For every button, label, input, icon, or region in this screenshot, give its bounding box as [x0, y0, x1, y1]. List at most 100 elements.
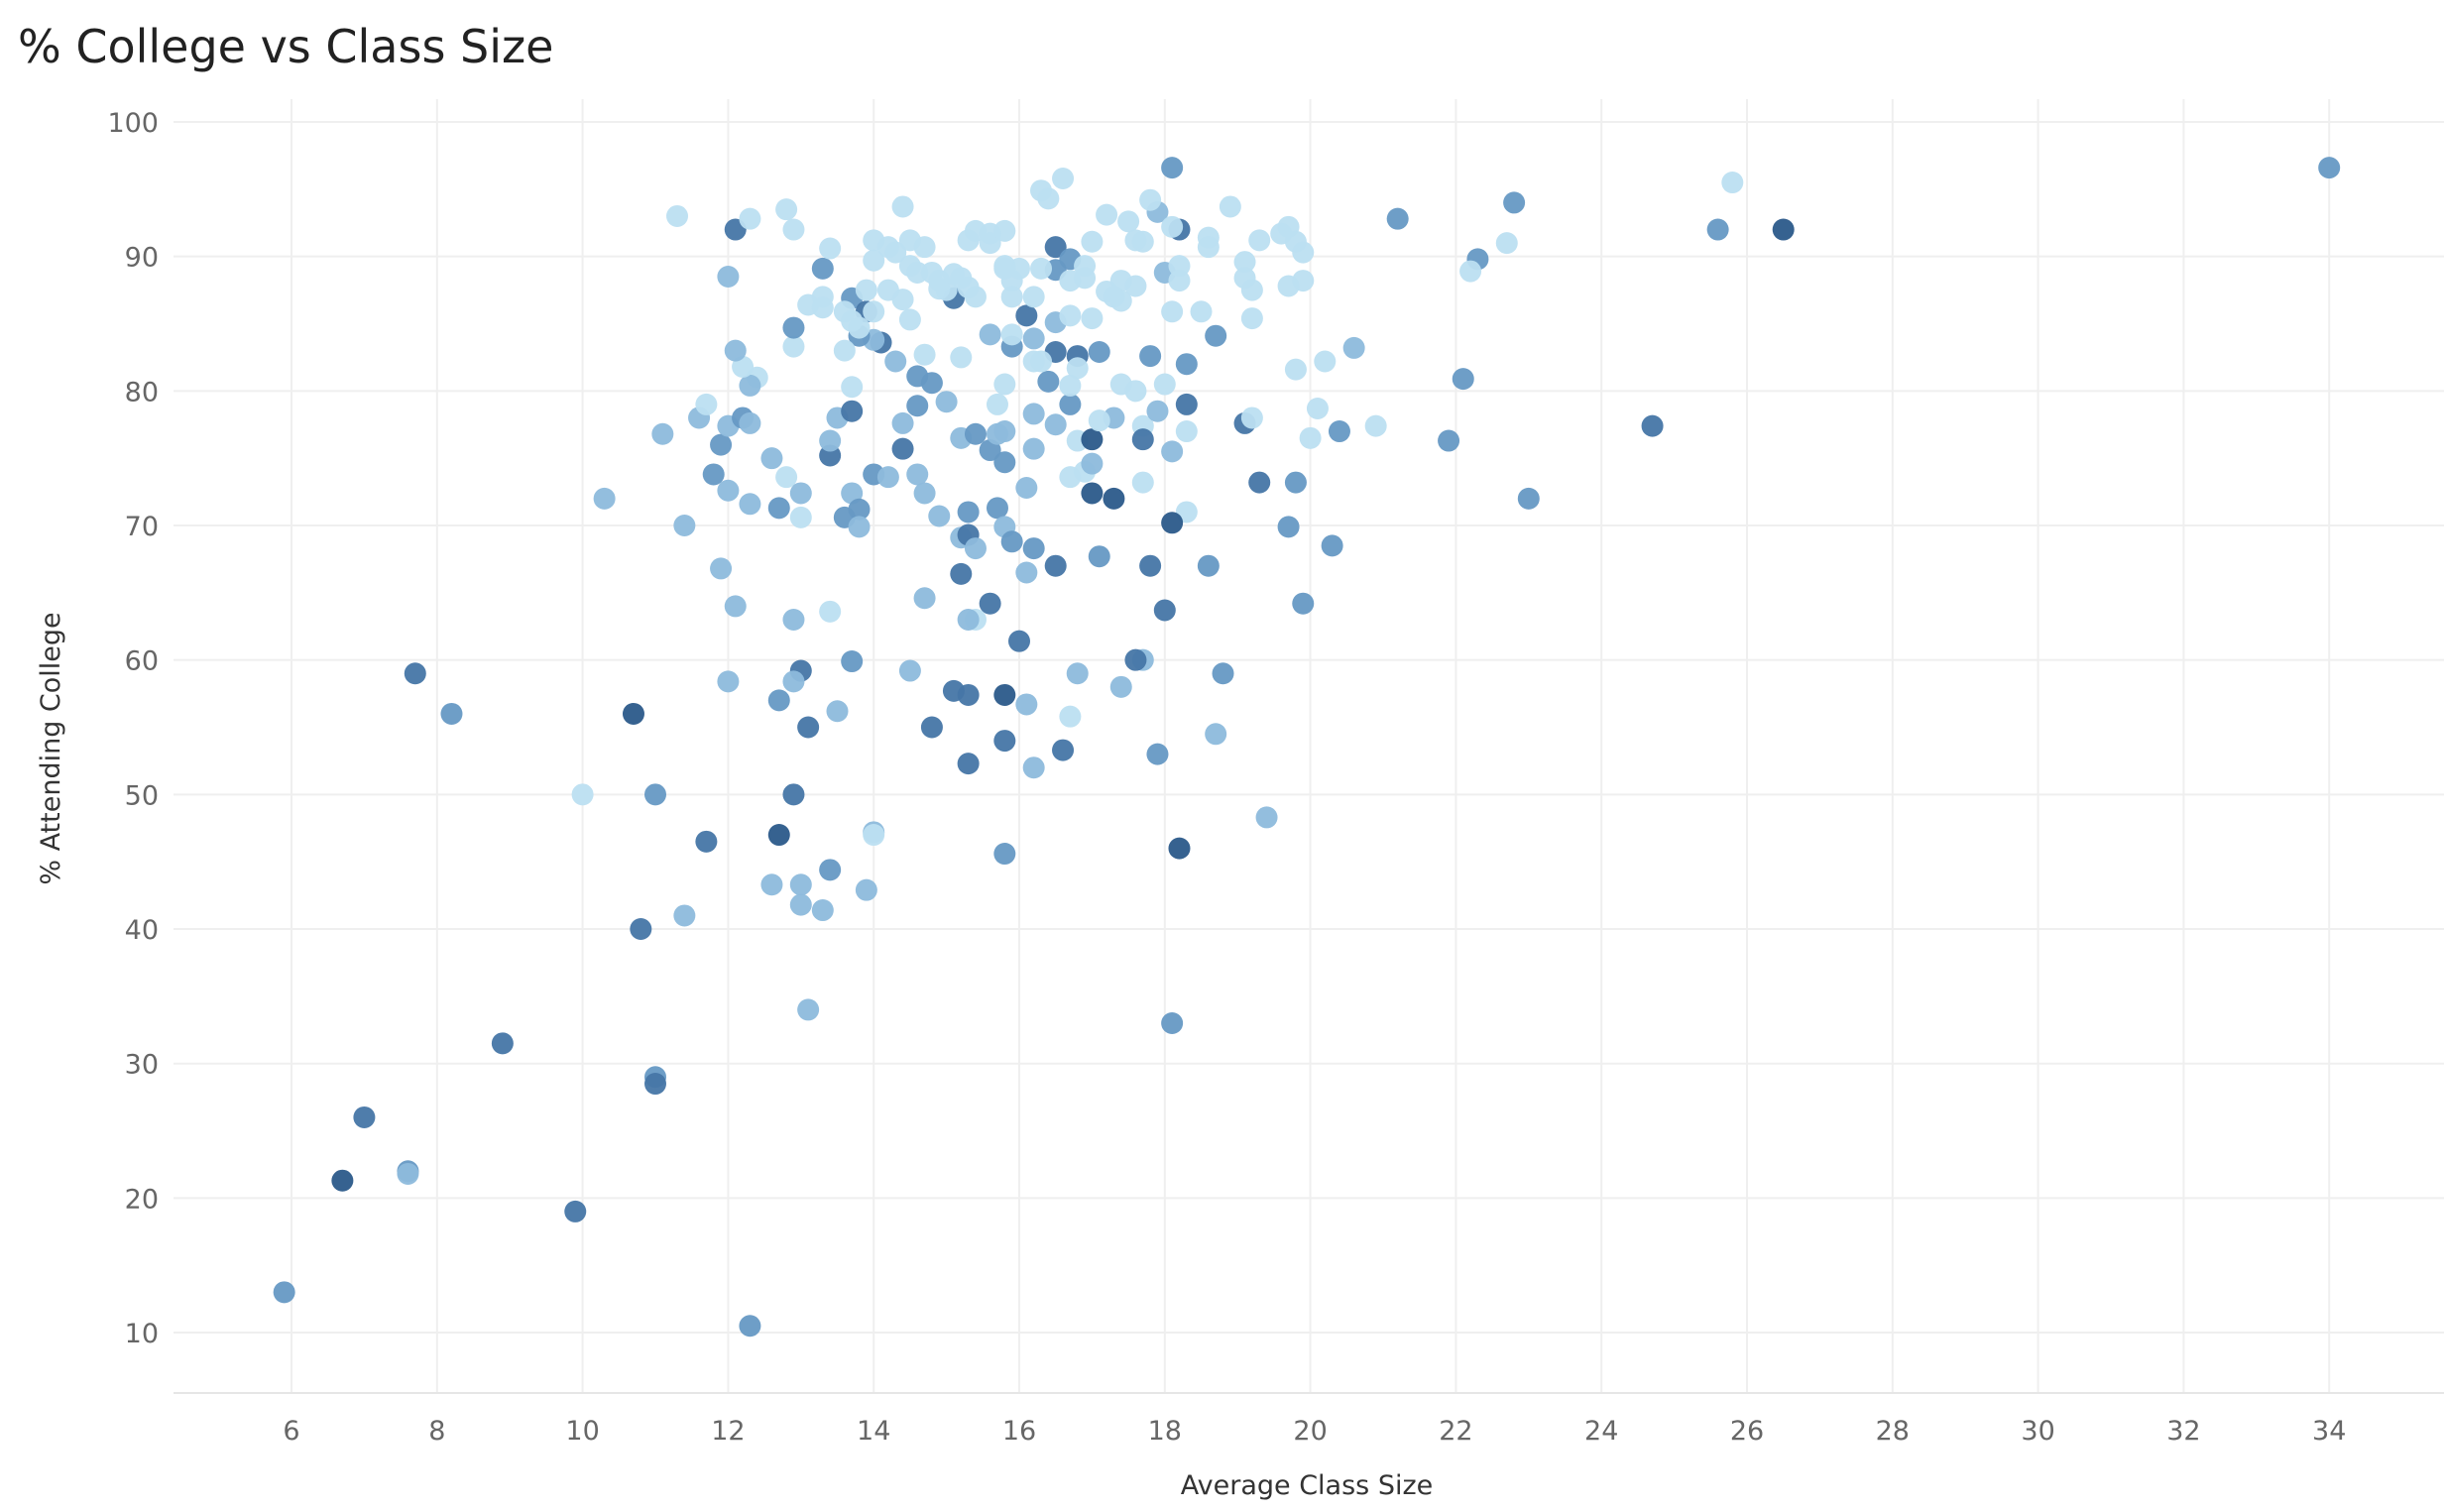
data-point — [906, 395, 929, 417]
data-point — [1131, 471, 1154, 494]
data-point — [841, 650, 864, 673]
data-point — [1096, 203, 1118, 226]
data-point — [1284, 358, 1307, 381]
data-point — [993, 730, 1016, 753]
data-point — [695, 830, 718, 853]
x-axis-ticks: 6 8 10 12 14 16 18 20 22 24 26 28 30 32 34 — [283, 1416, 2346, 1447]
data-point — [1074, 267, 1097, 290]
data-point — [797, 998, 820, 1021]
data-point — [1030, 257, 1053, 280]
data-point — [1772, 218, 1795, 241]
data-point — [957, 276, 980, 298]
data-point — [1059, 304, 1082, 327]
data-point — [1153, 599, 1176, 622]
data-point — [957, 608, 980, 631]
data-point — [1240, 279, 1263, 301]
x-tick-label: 6 — [283, 1416, 299, 1447]
data-point — [782, 316, 805, 339]
data-point — [1022, 756, 1045, 779]
data-point — [1190, 300, 1213, 323]
data-points — [273, 157, 2341, 1338]
data-point — [797, 716, 820, 739]
data-point — [891, 195, 914, 218]
data-point — [1284, 471, 1307, 494]
data-point — [1037, 370, 1060, 393]
data-point — [717, 266, 740, 289]
data-point — [673, 904, 696, 927]
data-point — [928, 505, 951, 527]
y-tick-label: 90 — [125, 243, 159, 274]
data-point — [1205, 324, 1227, 347]
data-point — [739, 493, 761, 516]
data-point — [767, 689, 790, 712]
data-point — [593, 487, 616, 510]
data-point — [1000, 323, 1023, 346]
data-point — [913, 236, 936, 259]
data-point — [819, 237, 842, 260]
data-point — [950, 562, 973, 585]
data-point — [1022, 350, 1045, 373]
x-tick-label: 26 — [1730, 1416, 1764, 1447]
data-point — [819, 600, 842, 623]
data-point — [928, 278, 951, 300]
data-point — [760, 873, 783, 896]
y-tick-label: 100 — [107, 108, 159, 139]
data-point — [789, 893, 812, 916]
data-point — [1059, 374, 1082, 397]
data-point — [1438, 429, 1460, 452]
data-point — [1015, 477, 1038, 500]
x-tick-label: 16 — [1002, 1416, 1036, 1447]
data-point — [1306, 397, 1329, 419]
data-point — [571, 783, 594, 806]
data-point — [950, 346, 973, 369]
data-point — [1139, 345, 1162, 368]
data-point — [1197, 236, 1220, 259]
data-point — [775, 198, 798, 221]
data-point — [1248, 471, 1271, 494]
data-point — [1022, 437, 1045, 460]
data-point — [739, 411, 761, 434]
data-point — [913, 587, 936, 610]
data-point — [1037, 187, 1060, 210]
data-point — [1342, 336, 1365, 359]
data-point — [1052, 167, 1075, 189]
data-point — [273, 1281, 295, 1304]
data-point — [920, 716, 943, 739]
data-point — [1503, 191, 1526, 214]
x-axis-label: Average Class Size — [1181, 1470, 1434, 1501]
data-point — [811, 296, 834, 319]
data-point — [1248, 229, 1271, 252]
data-point — [710, 557, 733, 580]
data-point — [1081, 428, 1104, 451]
data-point — [993, 257, 1016, 280]
data-point — [404, 662, 426, 685]
data-point — [397, 1162, 419, 1185]
data-point — [564, 1200, 587, 1222]
data-point — [1008, 630, 1030, 652]
data-point — [957, 753, 980, 775]
data-point — [1328, 420, 1350, 443]
data-point — [1233, 251, 1256, 274]
data-point — [811, 899, 834, 922]
data-point — [898, 659, 921, 682]
data-point — [666, 204, 689, 227]
gridlines — [174, 99, 2444, 1394]
data-point — [491, 1032, 514, 1055]
data-point — [986, 497, 1008, 520]
data-point — [848, 498, 871, 521]
x-tick-label: 18 — [1148, 1416, 1182, 1447]
data-point — [1161, 215, 1184, 238]
data-point — [811, 257, 834, 280]
data-point — [876, 466, 899, 489]
y-tick-label: 30 — [125, 1050, 159, 1081]
data-point — [1088, 545, 1110, 568]
data-point — [1088, 409, 1110, 432]
data-point — [1124, 380, 1147, 403]
data-point — [1452, 368, 1474, 391]
data-point — [863, 824, 885, 847]
data-point — [1292, 592, 1315, 615]
data-point — [1015, 304, 1038, 327]
y-axis-label: % Attending College — [36, 612, 66, 884]
data-point — [724, 339, 747, 362]
data-point — [1096, 280, 1118, 302]
